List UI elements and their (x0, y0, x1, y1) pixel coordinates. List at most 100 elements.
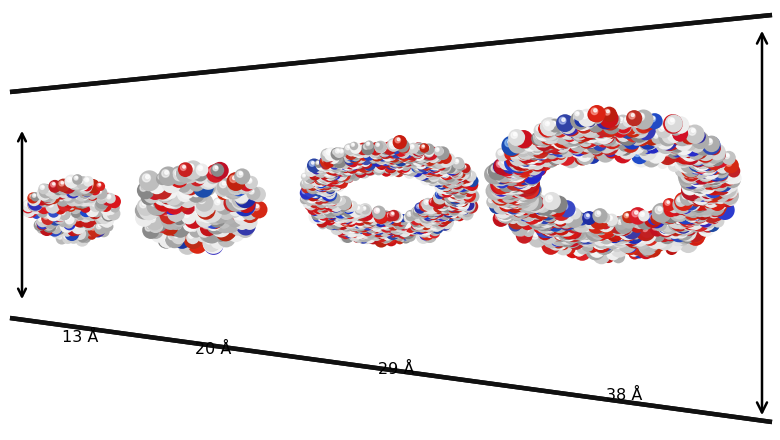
Circle shape (392, 167, 396, 171)
Circle shape (675, 119, 681, 126)
Circle shape (669, 148, 675, 153)
Circle shape (732, 167, 734, 170)
Circle shape (626, 216, 629, 219)
Circle shape (427, 232, 430, 235)
Circle shape (404, 155, 406, 157)
Circle shape (707, 177, 712, 183)
Circle shape (619, 136, 622, 139)
Circle shape (330, 170, 332, 172)
Circle shape (667, 212, 672, 216)
Circle shape (516, 164, 519, 166)
Circle shape (526, 202, 537, 214)
Circle shape (356, 206, 360, 209)
Circle shape (692, 150, 694, 153)
Circle shape (187, 220, 190, 223)
Circle shape (556, 141, 558, 143)
Circle shape (444, 194, 447, 197)
Circle shape (424, 156, 430, 161)
Circle shape (393, 223, 397, 227)
Circle shape (348, 158, 349, 159)
Circle shape (618, 231, 621, 233)
Circle shape (448, 195, 452, 199)
Circle shape (394, 160, 399, 165)
Circle shape (335, 164, 338, 166)
Circle shape (357, 221, 361, 225)
Circle shape (675, 206, 679, 210)
Circle shape (432, 212, 436, 215)
Circle shape (705, 187, 722, 203)
Circle shape (423, 157, 426, 160)
Circle shape (317, 182, 320, 184)
Circle shape (50, 202, 53, 205)
Circle shape (327, 194, 332, 199)
Circle shape (449, 196, 452, 198)
Circle shape (422, 223, 424, 225)
Circle shape (517, 152, 537, 172)
Circle shape (689, 207, 704, 222)
Circle shape (456, 181, 461, 186)
Circle shape (333, 166, 342, 175)
Circle shape (339, 218, 342, 221)
Circle shape (637, 130, 640, 132)
Circle shape (687, 160, 690, 163)
Circle shape (331, 173, 333, 175)
Circle shape (381, 158, 385, 162)
Circle shape (466, 189, 468, 191)
Circle shape (707, 172, 721, 185)
Circle shape (444, 208, 454, 218)
Circle shape (715, 190, 722, 197)
Circle shape (347, 224, 349, 225)
Circle shape (693, 209, 695, 212)
Circle shape (395, 226, 404, 235)
Circle shape (531, 163, 537, 169)
Circle shape (691, 209, 696, 213)
Circle shape (566, 136, 583, 153)
Circle shape (545, 232, 560, 247)
Circle shape (417, 153, 421, 156)
Circle shape (713, 166, 716, 170)
Circle shape (325, 190, 331, 195)
Circle shape (595, 146, 597, 148)
Circle shape (28, 195, 43, 211)
Circle shape (572, 226, 578, 232)
Circle shape (445, 177, 447, 179)
Circle shape (384, 232, 387, 235)
Circle shape (537, 209, 556, 228)
Circle shape (89, 184, 101, 195)
Circle shape (559, 231, 566, 238)
Circle shape (385, 217, 390, 222)
Circle shape (604, 229, 609, 233)
Circle shape (361, 220, 371, 231)
Circle shape (542, 228, 550, 235)
Circle shape (324, 189, 329, 195)
Circle shape (316, 176, 319, 179)
Circle shape (509, 157, 526, 174)
Circle shape (456, 200, 462, 205)
Circle shape (382, 162, 390, 171)
Circle shape (342, 203, 351, 213)
Circle shape (463, 207, 468, 212)
Circle shape (697, 174, 702, 179)
Circle shape (391, 222, 402, 234)
Circle shape (719, 186, 735, 202)
Circle shape (404, 157, 407, 161)
Circle shape (432, 175, 438, 180)
Circle shape (566, 231, 573, 238)
Circle shape (513, 157, 516, 159)
Circle shape (637, 248, 640, 250)
Circle shape (194, 187, 197, 189)
Circle shape (518, 187, 537, 206)
Circle shape (516, 182, 519, 185)
Circle shape (458, 161, 459, 163)
Circle shape (448, 187, 458, 197)
Circle shape (431, 205, 442, 215)
Circle shape (707, 178, 711, 180)
Circle shape (577, 133, 582, 138)
Circle shape (452, 169, 456, 173)
Circle shape (402, 222, 406, 226)
Circle shape (704, 162, 707, 165)
Circle shape (381, 213, 386, 218)
Circle shape (427, 224, 431, 227)
Circle shape (235, 207, 251, 224)
Circle shape (439, 216, 443, 220)
